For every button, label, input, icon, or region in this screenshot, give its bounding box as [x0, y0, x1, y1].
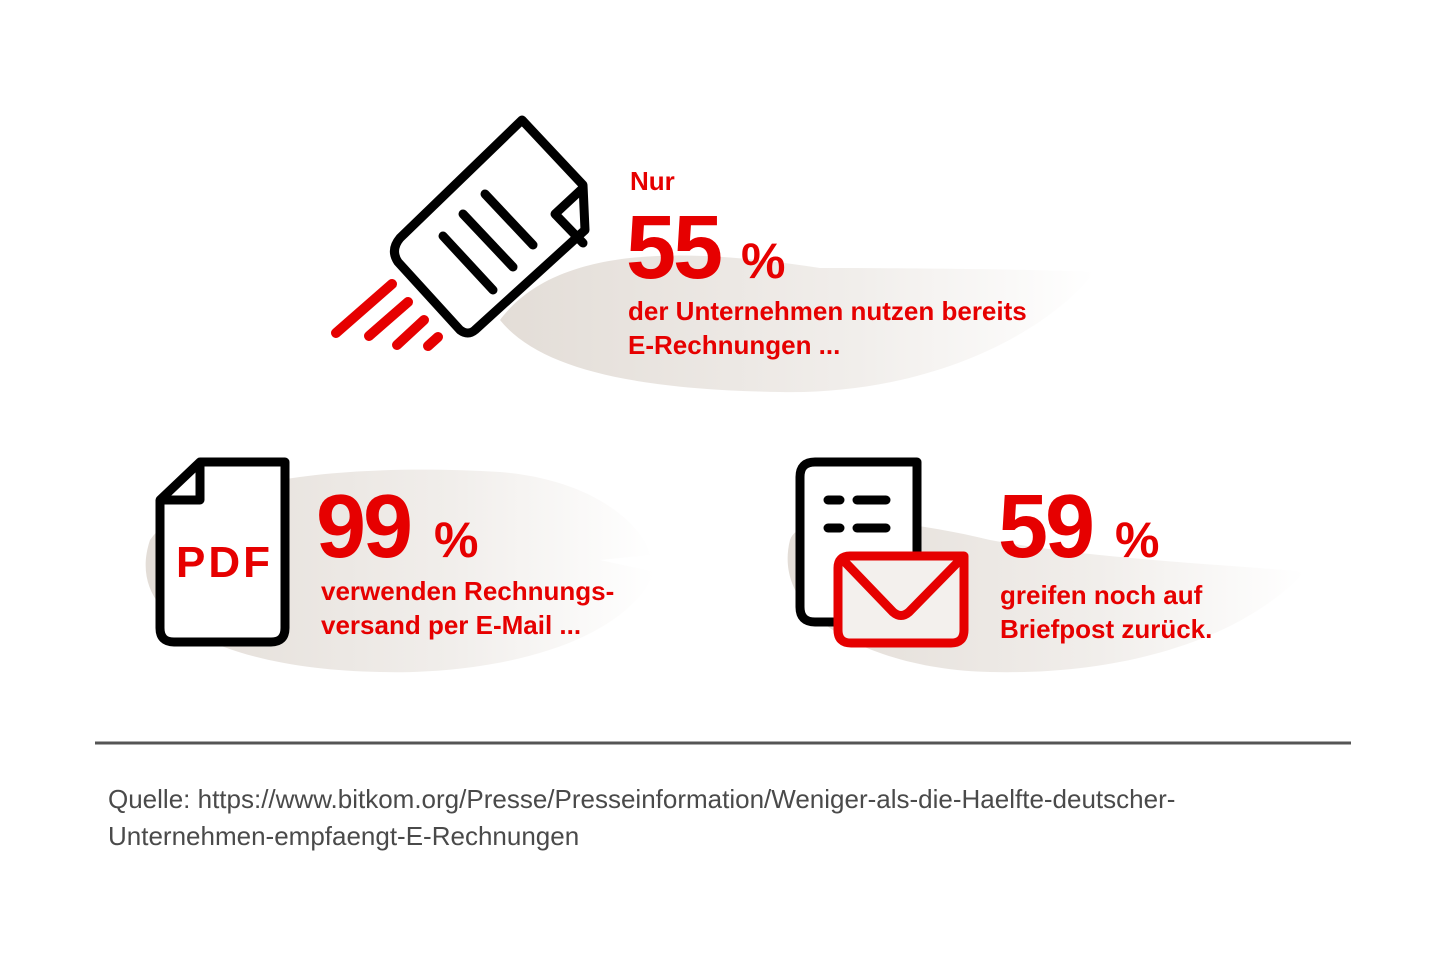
- stat1-prefix: Nur: [630, 166, 675, 196]
- stat1-unit: %: [741, 233, 786, 289]
- stat2-line1: verwenden Rechnungs-: [321, 576, 615, 606]
- flying-document-icon: [331, 115, 590, 351]
- source-citation: Quelle: https://www.bitkom.org/Presse/Pr…: [108, 781, 1175, 855]
- stat1-line1: der Unternehmen nutzen bereits: [628, 296, 1027, 326]
- stat2-value: 99: [316, 477, 413, 577]
- stat3-value: 59: [998, 477, 1095, 577]
- stat3-line1: greifen noch auf: [1000, 580, 1203, 610]
- blob-1: [500, 255, 1095, 393]
- stat1-line2: E-Rechnungen ...: [628, 330, 841, 360]
- stat3-line2: Briefpost zurück.: [1000, 614, 1213, 644]
- stat2-unit: %: [434, 512, 479, 568]
- stat1-value: 55: [626, 198, 723, 298]
- letter-envelope-icon: [795, 457, 969, 648]
- source-line-2: Unternehmen-empfaengt-E-Rechnungen: [108, 821, 580, 851]
- stat3-unit: %: [1115, 512, 1160, 568]
- pdf-document-icon: [155, 457, 290, 647]
- source-line-1: Quelle: https://www.bitkom.org/Presse/Pr…: [108, 784, 1176, 814]
- pdf-icon-label: PDF: [176, 538, 273, 587]
- stat2-line2: versand per E-Mail ...: [321, 610, 582, 640]
